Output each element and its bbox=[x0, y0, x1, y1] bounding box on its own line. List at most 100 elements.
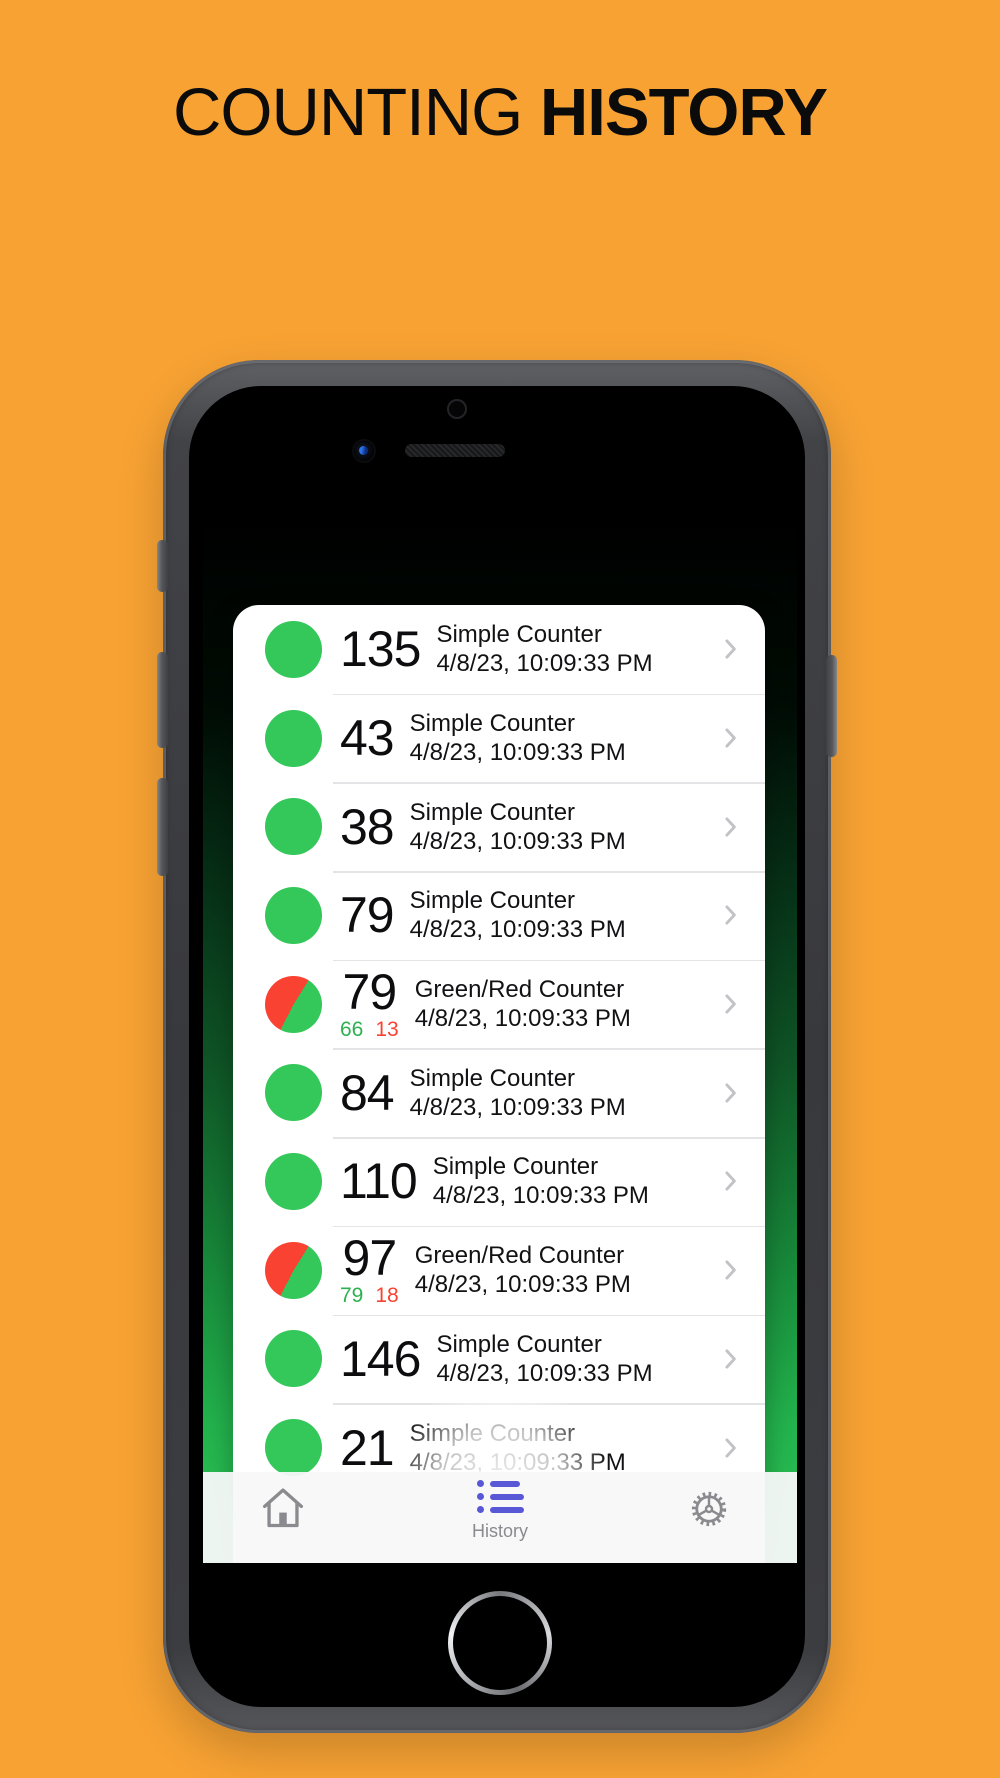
counter-text-block: Simple Counter 4/8/23, 10:09:33 PM bbox=[436, 620, 652, 678]
chevron-right-icon bbox=[725, 1260, 736, 1280]
counter-timestamp: 4/8/23, 10:09:33 PM bbox=[414, 1005, 631, 1033]
counter-subcounts: 79 18 bbox=[340, 1284, 399, 1307]
row-disclosure bbox=[715, 634, 745, 664]
counter-value-block: 84 bbox=[340, 1068, 395, 1118]
list-bullet-icon bbox=[476, 1493, 484, 1500]
counter-value-block: 110 bbox=[340, 1153, 418, 1210]
front-camera-icon bbox=[354, 441, 374, 461]
counter-text-block: Green/Red Counter 4/8/23, 10:09:33 PM bbox=[415, 975, 631, 1033]
volume-up-button bbox=[157, 652, 168, 748]
row-disclosure bbox=[715, 1344, 745, 1374]
chevron-right-icon bbox=[725, 1083, 736, 1103]
counter-timestamp: 4/8/23, 10:09:33 PM bbox=[432, 1182, 649, 1210]
tab-settings[interactable] bbox=[688, 1488, 730, 1530]
counter-timestamp: 4/8/23, 10:09:33 PM bbox=[414, 1271, 631, 1299]
counter-color-icon bbox=[265, 1152, 322, 1210]
counter-value-block: 43 bbox=[340, 710, 395, 767]
tab-home[interactable] bbox=[258, 1483, 308, 1533]
chevron-right-icon bbox=[725, 728, 736, 748]
chevron-right-icon bbox=[725, 817, 736, 837]
counter-color-icon bbox=[265, 1330, 322, 1388]
chevron-right-icon bbox=[725, 639, 736, 659]
counter-text-block: Simple Counter 4/8/23, 10:09:33 PM bbox=[410, 798, 626, 856]
counter-color-icon bbox=[265, 886, 322, 944]
history-row[interactable]: 135 Simple Counter 4/8/23, 10:09:33 PM bbox=[233, 605, 765, 694]
counter-color-icon bbox=[265, 620, 322, 678]
mute-switch bbox=[157, 540, 168, 592]
counter-value: 38 bbox=[340, 798, 395, 855]
history-list-icon bbox=[476, 1478, 524, 1513]
counter-name: Simple Counter bbox=[432, 1153, 599, 1181]
app-screen: 135 Simple Counter 4/8/23, 10:09:33 PM 4… bbox=[203, 520, 797, 1563]
counter-color-icon bbox=[265, 1241, 322, 1299]
history-row[interactable]: 38 Simple Counter 4/8/23, 10:09:33 PM bbox=[233, 782, 765, 871]
page-title: COUNTING HISTORY bbox=[0, 76, 1000, 150]
phone-mockup: 135 Simple Counter 4/8/23, 10:09:33 PM 4… bbox=[157, 360, 837, 1733]
history-list: 135 Simple Counter 4/8/23, 10:09:33 PM 4… bbox=[233, 605, 765, 1492]
counter-color-icon bbox=[265, 1419, 322, 1477]
counter-value: 135 bbox=[340, 621, 421, 678]
history-row[interactable]: 84 Simple Counter 4/8/23, 10:09:33 PM bbox=[233, 1048, 765, 1137]
counter-name: Simple Counter bbox=[409, 798, 576, 826]
proximity-sensor-icon bbox=[447, 399, 467, 419]
row-disclosure bbox=[715, 812, 745, 842]
history-row[interactable]: 146 Simple Counter 4/8/23, 10:09:33 PM bbox=[233, 1314, 765, 1404]
history-row[interactable]: 97 79 18 Green/Red Counter 4/8/23, 10:09… bbox=[233, 1225, 765, 1315]
counter-name: Simple Counter bbox=[409, 1419, 576, 1447]
counter-text-block: Simple Counter 4/8/23, 10:09:33 PM bbox=[410, 1064, 626, 1122]
counter-value: 79 bbox=[340, 887, 395, 944]
counter-value-block: 97 79 18 bbox=[340, 1233, 399, 1307]
counter-subcounts: 66 13 bbox=[340, 1018, 399, 1041]
counter-value-block: 79 bbox=[340, 887, 395, 944]
tab-history[interactable]: History bbox=[472, 1478, 528, 1542]
counter-timestamp: 4/8/23, 10:09:33 PM bbox=[409, 1093, 626, 1121]
counter-color-icon bbox=[265, 709, 322, 767]
row-disclosure bbox=[715, 723, 745, 753]
tab-history-label: History bbox=[471, 1521, 529, 1541]
history-row[interactable]: 110 Simple Counter 4/8/23, 10:09:33 PM bbox=[233, 1137, 765, 1226]
counter-timestamp: 4/8/23, 10:09:33 PM bbox=[436, 1359, 653, 1387]
history-row[interactable]: 79 Simple Counter 4/8/23, 10:09:33 PM bbox=[233, 871, 765, 960]
counter-text-block: Simple Counter 4/8/23, 10:09:33 PM bbox=[436, 1330, 652, 1388]
counter-value-block: 146 bbox=[340, 1330, 421, 1387]
counter-value: 43 bbox=[340, 710, 395, 767]
history-row[interactable]: 43 Simple Counter 4/8/23, 10:09:33 PM bbox=[233, 693, 765, 783]
counter-text-block: Simple Counter 4/8/23, 10:09:33 PM bbox=[433, 1152, 649, 1210]
counter-value: 21 bbox=[340, 1419, 395, 1476]
chevron-right-icon bbox=[725, 1437, 736, 1458]
row-disclosure bbox=[715, 1166, 745, 1196]
row-disclosure bbox=[715, 1255, 745, 1285]
counter-value: 110 bbox=[340, 1153, 418, 1210]
earpiece-speaker bbox=[405, 444, 505, 457]
counter-name: Simple Counter bbox=[436, 1330, 602, 1358]
history-row[interactable]: 79 66 13 Green/Red Counter 4/8/23, 10:09… bbox=[233, 959, 765, 1049]
counter-name: Green/Red Counter bbox=[414, 1242, 625, 1270]
chevron-right-icon bbox=[725, 905, 736, 925]
home-icon bbox=[263, 1488, 303, 1528]
chevron-right-icon bbox=[725, 994, 736, 1014]
counter-name: Simple Counter bbox=[436, 621, 602, 649]
counter-text-block: Simple Counter 4/8/23, 10:09:33 PM bbox=[410, 1419, 626, 1477]
power-button bbox=[826, 655, 837, 757]
phone-bezel: 135 Simple Counter 4/8/23, 10:09:33 PM 4… bbox=[189, 386, 805, 1707]
counter-value: 79 bbox=[342, 964, 398, 1021]
list-bullet-icon bbox=[476, 1480, 484, 1487]
counter-timestamp: 4/8/23, 10:09:33 PM bbox=[436, 650, 653, 678]
counter-name: Simple Counter bbox=[409, 710, 576, 738]
counter-timestamp: 4/8/23, 10:09:33 PM bbox=[409, 739, 626, 767]
counter-value-block: 79 66 13 bbox=[340, 967, 399, 1041]
counter-value: 97 bbox=[342, 1230, 398, 1287]
home-button-ring bbox=[448, 1591, 552, 1695]
page-title-regular: COUNTING bbox=[172, 75, 523, 150]
row-disclosure bbox=[715, 1078, 745, 1108]
row-disclosure bbox=[715, 989, 745, 1019]
counter-timestamp: 4/8/23, 10:09:33 PM bbox=[409, 827, 626, 855]
counter-text-block: Green/Red Counter 4/8/23, 10:09:33 PM bbox=[415, 1241, 631, 1299]
tab-bar: History bbox=[203, 1472, 797, 1563]
counter-value: 146 bbox=[340, 1330, 421, 1387]
counter-color-icon bbox=[265, 1064, 322, 1122]
green-count: 79 bbox=[340, 1284, 364, 1308]
row-disclosure bbox=[715, 900, 745, 930]
volume-down-button bbox=[157, 778, 168, 876]
